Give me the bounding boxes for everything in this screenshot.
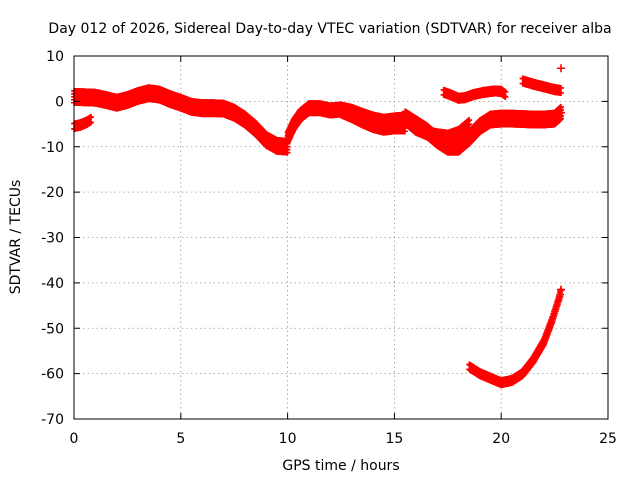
data-series xyxy=(71,64,566,389)
chart-title: Day 012 of 2026, Sidereal Day-to-day VTE… xyxy=(48,21,611,37)
series-track-a xyxy=(71,84,291,156)
series-track-d xyxy=(338,102,409,136)
grid xyxy=(74,56,608,419)
